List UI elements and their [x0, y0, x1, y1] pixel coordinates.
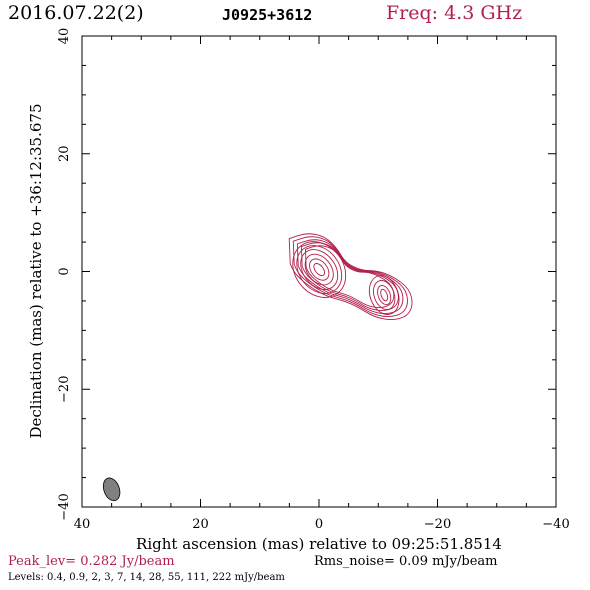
- y-tick-label: −20: [57, 376, 72, 403]
- contour-core: [292, 241, 347, 298]
- observation-date: 2016.07.22(2): [8, 2, 144, 24]
- y-tick-label: 40: [57, 28, 72, 45]
- source-name: J0925+3612: [222, 6, 313, 24]
- contour-secondary: [368, 275, 400, 315]
- contour-secondary: [377, 284, 392, 306]
- contour-core: [313, 263, 326, 277]
- contour-core: [304, 253, 334, 286]
- y-tick-label: 0: [57, 267, 72, 275]
- y-tick-label: −40: [57, 493, 72, 520]
- contour-secondary: [380, 288, 389, 302]
- contour-envelope: [288, 233, 413, 321]
- contour-secondary: [373, 280, 396, 311]
- x-axis-label: Right ascension (mas) relative to 09:25:…: [136, 535, 502, 553]
- rms-noise: Rms_noise= 0.09 mJy/beam: [314, 554, 498, 569]
- frequency-label: Freq: 4.3 GHz: [386, 2, 523, 24]
- contour-core: [300, 249, 339, 290]
- y-tick-label: 20: [57, 145, 72, 162]
- x-tick-label: 40: [74, 517, 91, 532]
- beam-ellipse: [102, 477, 121, 502]
- x-tick-label: −40: [542, 517, 569, 532]
- axis-ticks: [81, 35, 557, 508]
- x-tick-label: 20: [192, 517, 209, 532]
- contour-levels: Levels: 0.4, 0.9, 2, 3, 7, 14, 28, 55, 1…: [8, 572, 285, 583]
- peak-level: Peak_lev= 0.282 Jy/beam: [8, 554, 175, 569]
- contour-lines: [288, 233, 413, 321]
- plot-frame: [81, 35, 557, 508]
- contour-core: [309, 258, 330, 281]
- x-tick-label: 0: [315, 517, 323, 532]
- y-tick-labels: −40 −20 0 20 40: [57, 28, 72, 521]
- x-tick-label: −20: [424, 517, 451, 532]
- x-tick-labels: 40 20 0 −20 −40: [74, 517, 570, 532]
- contour-envelope: [296, 239, 404, 314]
- contour-envelope: [292, 236, 408, 317]
- contour-core: [296, 245, 343, 294]
- y-axis-label: Declination (mas) relative to +36:12:35.…: [27, 103, 45, 438]
